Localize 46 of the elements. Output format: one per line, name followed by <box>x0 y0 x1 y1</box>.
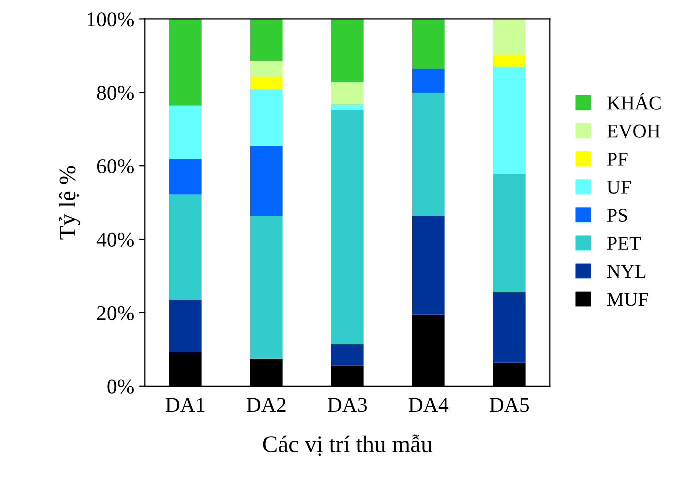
y-axis-title: Tỷ lệ % <box>59 166 81 240</box>
y-tick-label: 0% <box>108 380 134 394</box>
legend-label: EVOH <box>607 124 660 138</box>
x-tick-label: DA1 <box>166 398 205 412</box>
x-tick-label: DA4 <box>408 398 449 412</box>
bar <box>169 194 202 300</box>
bar <box>169 300 202 352</box>
bar <box>412 216 445 315</box>
y-tick-label: 20% <box>97 306 134 320</box>
bar <box>331 344 364 366</box>
legend-label: NYL <box>607 265 646 278</box>
x-tick-label: DA2 <box>246 398 286 412</box>
bar <box>169 106 202 160</box>
bar <box>493 19 526 55</box>
bar <box>493 174 526 292</box>
bar <box>250 61 283 76</box>
legend-label: PS <box>607 208 628 222</box>
legend-label: UF <box>607 181 631 194</box>
y-tick-label: 40% <box>96 232 134 248</box>
bar <box>250 89 283 146</box>
bar <box>331 110 364 345</box>
bar <box>250 76 283 90</box>
bar <box>493 66 526 174</box>
bar <box>331 82 364 104</box>
bar <box>412 69 445 94</box>
legend-label: PET <box>607 237 642 250</box>
bar <box>250 19 283 62</box>
y-tick-label: 100% <box>88 12 134 27</box>
legend-label: KHÁC <box>607 92 661 110</box>
bar <box>331 19 364 82</box>
bar <box>331 104 364 110</box>
bar <box>169 19 202 106</box>
x-axis-title: Các vị trí thu mẫu <box>263 434 432 456</box>
bar <box>493 54 526 67</box>
bar <box>412 19 445 70</box>
legend-label: PF <box>607 153 628 166</box>
bar <box>250 216 283 359</box>
legend-label: MUF <box>607 293 648 306</box>
bar <box>250 146 283 216</box>
bar <box>493 292 526 363</box>
y-tick-label: 80% <box>97 86 134 100</box>
bar <box>412 93 445 216</box>
y-tick-label: 60% <box>97 159 134 174</box>
x-tick-label: DA5 <box>490 398 530 412</box>
bar <box>169 159 202 195</box>
x-tick-label: DA3 <box>328 398 368 412</box>
